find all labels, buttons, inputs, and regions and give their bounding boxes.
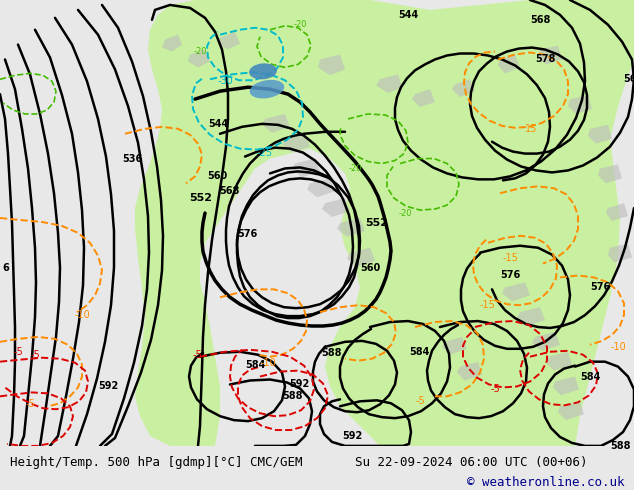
Text: 588: 588 [282, 392, 302, 401]
Text: 588: 588 [321, 348, 342, 358]
Text: -20: -20 [398, 209, 411, 218]
Text: Su 22-09-2024 06:00 UTC (00+06): Su 22-09-2024 06:00 UTC (00+06) [355, 456, 588, 469]
Polygon shape [452, 79, 475, 97]
Text: -5: -5 [415, 396, 425, 406]
Text: © weatheronline.co.uk: © weatheronline.co.uk [467, 476, 624, 489]
Text: 584: 584 [245, 360, 266, 369]
Text: -25: -25 [257, 147, 273, 158]
Polygon shape [562, 0, 634, 59]
Text: -15: -15 [502, 253, 518, 263]
Text: 592: 592 [98, 381, 118, 392]
Polygon shape [307, 178, 335, 197]
Text: 584: 584 [410, 347, 430, 357]
Text: 552: 552 [365, 218, 388, 228]
Ellipse shape [249, 63, 277, 79]
Polygon shape [262, 114, 290, 133]
Polygon shape [162, 35, 182, 51]
Text: -5: -5 [30, 350, 40, 360]
Polygon shape [135, 0, 634, 446]
Text: Height/Temp. 500 hPa [gdmp][°C] CMC/GEM: Height/Temp. 500 hPa [gdmp][°C] CMC/GEM [10, 456, 302, 469]
Text: 568: 568 [219, 186, 240, 196]
Polygon shape [608, 244, 632, 263]
Polygon shape [517, 307, 545, 326]
Polygon shape [322, 198, 350, 217]
Polygon shape [218, 32, 240, 49]
Text: -10: -10 [610, 342, 626, 352]
Text: -5: -5 [192, 350, 202, 360]
Text: 560: 560 [208, 172, 228, 181]
Text: 560: 560 [360, 263, 380, 272]
Polygon shape [553, 376, 579, 395]
Text: 568: 568 [530, 15, 550, 25]
Text: -15: -15 [480, 300, 496, 310]
Polygon shape [457, 362, 482, 381]
Polygon shape [442, 337, 467, 355]
Polygon shape [347, 248, 375, 267]
Text: -5: -5 [490, 385, 500, 394]
Polygon shape [568, 95, 592, 114]
Text: 578: 578 [535, 54, 555, 65]
Polygon shape [155, 20, 190, 49]
Text: 536: 536 [122, 153, 142, 164]
Text: 592: 592 [342, 431, 362, 441]
Text: 576: 576 [500, 270, 521, 280]
Text: -5: -5 [13, 347, 23, 357]
Text: 560: 560 [623, 74, 634, 84]
Text: 576: 576 [238, 229, 258, 239]
Polygon shape [498, 54, 520, 74]
Polygon shape [546, 352, 572, 370]
Text: 592: 592 [290, 379, 310, 390]
Polygon shape [282, 134, 310, 152]
Text: -20: -20 [348, 164, 362, 173]
Polygon shape [337, 218, 365, 237]
Text: 15: 15 [525, 124, 538, 134]
Polygon shape [292, 159, 320, 177]
Text: 576: 576 [590, 282, 611, 293]
Text: -5: -5 [25, 399, 35, 409]
Polygon shape [412, 89, 435, 107]
Polygon shape [598, 165, 622, 183]
Text: -20: -20 [193, 47, 207, 56]
Polygon shape [538, 46, 562, 64]
Text: -30: -30 [217, 76, 233, 86]
Text: 552: 552 [189, 193, 212, 203]
Text: 544: 544 [398, 10, 418, 20]
Polygon shape [502, 282, 530, 301]
Ellipse shape [250, 80, 284, 98]
Text: 584: 584 [580, 371, 600, 382]
Polygon shape [558, 401, 584, 420]
Polygon shape [532, 332, 560, 351]
Text: 544: 544 [208, 119, 228, 129]
Text: 588: 588 [610, 441, 630, 451]
Polygon shape [188, 49, 210, 68]
Polygon shape [376, 74, 402, 93]
Polygon shape [606, 203, 628, 221]
Text: -10: -10 [74, 310, 90, 320]
Text: -10: -10 [260, 358, 276, 368]
Polygon shape [318, 54, 345, 75]
Text: -20: -20 [294, 20, 307, 29]
Polygon shape [588, 125, 612, 144]
Text: 6: 6 [2, 263, 9, 272]
